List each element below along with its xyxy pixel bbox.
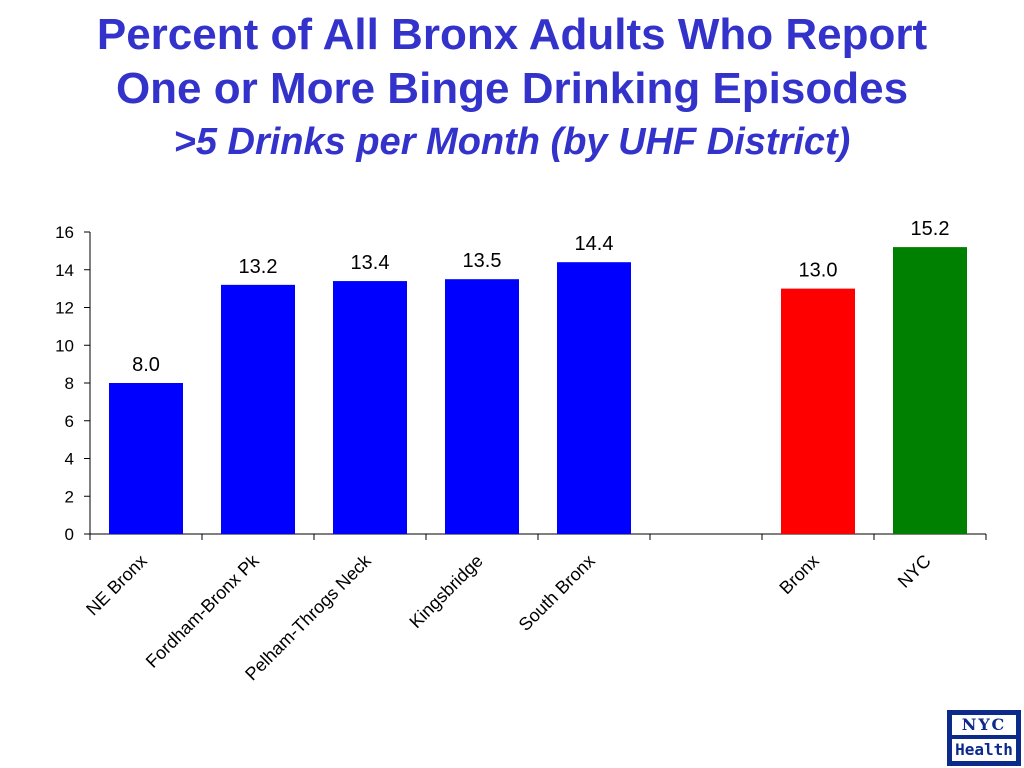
bar-value-label: 14.4 [575,233,614,255]
bar [557,262,631,534]
y-tick-label: 0 [65,525,74,544]
x-category-label: Kingsbridge [405,551,486,632]
bar [221,284,295,534]
bar [333,281,407,534]
y-tick-label: 6 [65,412,74,431]
logo-text-nyc: NYC [952,715,1016,735]
x-category-label: South Bronx [515,551,599,635]
bar [893,247,967,534]
bar-value-label: 13.4 [351,252,390,274]
x-category-label: NE Bronx [82,551,151,620]
bar [109,383,183,534]
x-category-label: Pelham-Throgs Neck [241,550,375,684]
y-tick-label: 4 [65,450,74,469]
bar-value-label: 13.0 [799,260,838,282]
bar [781,288,855,534]
logo-text-health: Health [952,739,1016,761]
bar-value-label: 13.5 [463,250,502,272]
x-category-label: Fordham-Bronx Pk [142,550,264,672]
bar-chart: 0 2 4 6 8 10 12 14 16 8.0 NE Bronx 13.2 Fordham-Bron… [55,218,987,684]
chart-title-line-2: One or More Binge Drinking Episodes [115,64,909,113]
chart-title-line-1: Percent of All Bronx Adults Who Report [96,10,928,59]
y-tick-label: 8 [65,374,74,393]
nyc-health-logo: NYC Health [947,710,1021,766]
chart-title-block: Percent of All Bronx Adults Who Report O… [0,8,1024,168]
x-category-label: NYC [894,551,935,592]
bar-value-label: 15.2 [911,218,950,240]
y-tick-label: 10 [55,336,74,355]
x-category-label: Bronx [775,551,822,598]
y-tick-label: 14 [55,261,74,280]
y-tick-label: 16 [55,223,74,242]
bar [445,279,519,534]
chart-subtitle: >5 Drinks per Month (by UHF District) [173,121,851,163]
bar-value-label: 13.2 [239,256,278,278]
y-tick-label: 12 [55,299,74,318]
bar-value-label: 8.0 [132,354,160,376]
y-tick-label: 2 [65,487,74,506]
